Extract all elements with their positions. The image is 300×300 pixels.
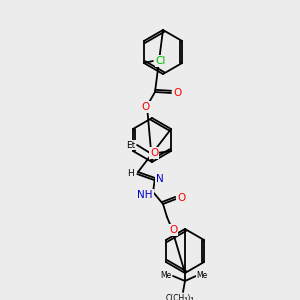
Text: NH: NH: [137, 190, 153, 200]
Text: O: O: [169, 225, 177, 235]
Text: C(CH₃)₃: C(CH₃)₃: [166, 293, 194, 300]
Text: Et: Et: [126, 140, 136, 149]
Text: O: O: [142, 102, 150, 112]
Text: O: O: [173, 88, 181, 98]
Text: Me: Me: [160, 271, 172, 280]
Text: O: O: [150, 148, 158, 158]
Text: N: N: [156, 174, 164, 184]
Text: Cl: Cl: [156, 56, 166, 66]
Text: H: H: [127, 169, 134, 178]
Text: O: O: [177, 193, 185, 203]
Text: Me: Me: [196, 271, 208, 280]
